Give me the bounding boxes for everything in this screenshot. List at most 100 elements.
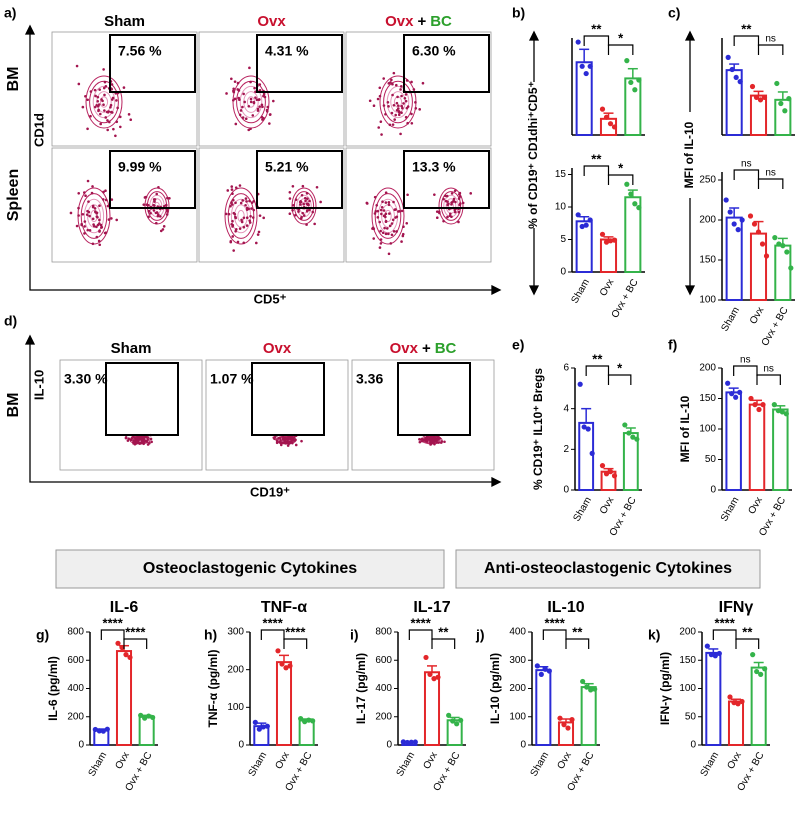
event-dot xyxy=(102,68,105,71)
x-tick-label: Sham xyxy=(571,495,594,523)
event-dot xyxy=(129,118,133,122)
contour xyxy=(80,193,108,239)
event-dot xyxy=(469,192,473,195)
event-dot xyxy=(389,242,393,245)
data-point xyxy=(579,223,585,230)
data-point xyxy=(725,380,731,386)
event-dot xyxy=(404,115,408,119)
data-point xyxy=(763,253,770,259)
section-box xyxy=(455,549,761,589)
event-dot xyxy=(378,220,381,224)
significance-bracket xyxy=(757,178,784,189)
data-point xyxy=(580,678,586,685)
event-dot xyxy=(391,93,394,97)
event-dot xyxy=(405,79,409,82)
data-point xyxy=(569,716,575,723)
event-dot xyxy=(230,201,233,204)
x-tick-label: Sham xyxy=(529,750,552,778)
data-point xyxy=(607,238,614,244)
significance-bracket xyxy=(583,165,610,176)
event-dot xyxy=(400,85,403,88)
event-dot xyxy=(435,210,439,213)
event-dot xyxy=(230,188,234,191)
data-point xyxy=(784,249,790,255)
event-dot xyxy=(395,230,398,233)
y-axis-label: % of CD19⁺ CD1dhi⁺CD5⁺ xyxy=(526,81,540,229)
data-point xyxy=(783,411,789,417)
data-point xyxy=(622,422,628,428)
title-part: Ovx xyxy=(263,340,292,357)
event-dot xyxy=(299,217,303,220)
data-point xyxy=(150,714,156,721)
event-dot xyxy=(229,240,233,244)
y-tick-label: 400 xyxy=(509,627,526,638)
event-dot xyxy=(168,196,171,200)
event-dot xyxy=(380,133,383,136)
event-dot xyxy=(397,210,400,213)
event-dot xyxy=(83,232,86,235)
event-dot xyxy=(98,243,102,247)
plot-frame xyxy=(198,31,345,147)
event-dot xyxy=(81,212,85,216)
data-point xyxy=(588,687,594,693)
data-point xyxy=(760,402,766,408)
event-dot xyxy=(412,88,416,91)
event-dot xyxy=(376,216,380,219)
event-dot xyxy=(380,212,383,216)
event-dot xyxy=(384,201,388,204)
bar xyxy=(138,715,155,746)
title-part: + xyxy=(422,340,431,357)
x-tick-label: Ovx xyxy=(725,750,743,771)
event-dot xyxy=(110,111,114,114)
event-dot xyxy=(157,185,160,189)
data-point xyxy=(599,463,606,469)
event-dot xyxy=(245,200,248,203)
event-dot xyxy=(392,71,396,75)
event-dot xyxy=(257,98,261,102)
event-dot xyxy=(99,122,102,126)
contour xyxy=(301,201,307,211)
plot-frame xyxy=(51,31,198,147)
bar xyxy=(275,661,293,747)
event-dot xyxy=(442,197,445,201)
row-label: BM xyxy=(5,393,22,418)
data-point xyxy=(727,209,733,215)
x-tick-label: Sham xyxy=(719,495,742,523)
y-tick-label: 600 xyxy=(67,655,84,666)
y-axis-label: CD1d xyxy=(31,113,46,147)
y-tick-label: 4 xyxy=(563,403,569,414)
x-tick-label: Ovx xyxy=(598,277,616,298)
data-point xyxy=(758,671,764,677)
row-label: Spleen xyxy=(5,169,22,221)
bar xyxy=(423,671,441,746)
event-dot xyxy=(81,105,85,109)
event-dot xyxy=(374,210,378,213)
x-tick-label: Ovx xyxy=(113,750,131,771)
data-point xyxy=(712,653,718,659)
event-dot xyxy=(437,441,440,444)
data-point xyxy=(412,739,418,745)
y-axis-label: MFI of IL-10 xyxy=(682,121,696,188)
data-point xyxy=(138,712,144,718)
significance-bracket xyxy=(733,35,760,46)
event-dot xyxy=(410,80,413,84)
data-point xyxy=(731,221,737,227)
event-dot xyxy=(224,212,228,216)
y-tick-label: 200 xyxy=(375,711,392,722)
data-point xyxy=(123,652,129,658)
event-dot xyxy=(291,208,294,212)
data-point xyxy=(400,739,406,745)
gate-percent: 5.21 % xyxy=(265,159,309,175)
event-dot xyxy=(288,441,292,445)
data-point xyxy=(759,241,766,247)
y-axis-label: IL-10 xyxy=(31,370,46,400)
data-point xyxy=(100,728,106,734)
event-dot xyxy=(231,98,235,102)
event-dot xyxy=(98,230,101,233)
event-dot xyxy=(233,80,237,83)
data-point xyxy=(454,721,460,727)
contour xyxy=(92,85,116,119)
event-dot xyxy=(241,199,245,202)
x-tick-label: Ovx xyxy=(748,305,766,326)
gate xyxy=(109,34,196,93)
